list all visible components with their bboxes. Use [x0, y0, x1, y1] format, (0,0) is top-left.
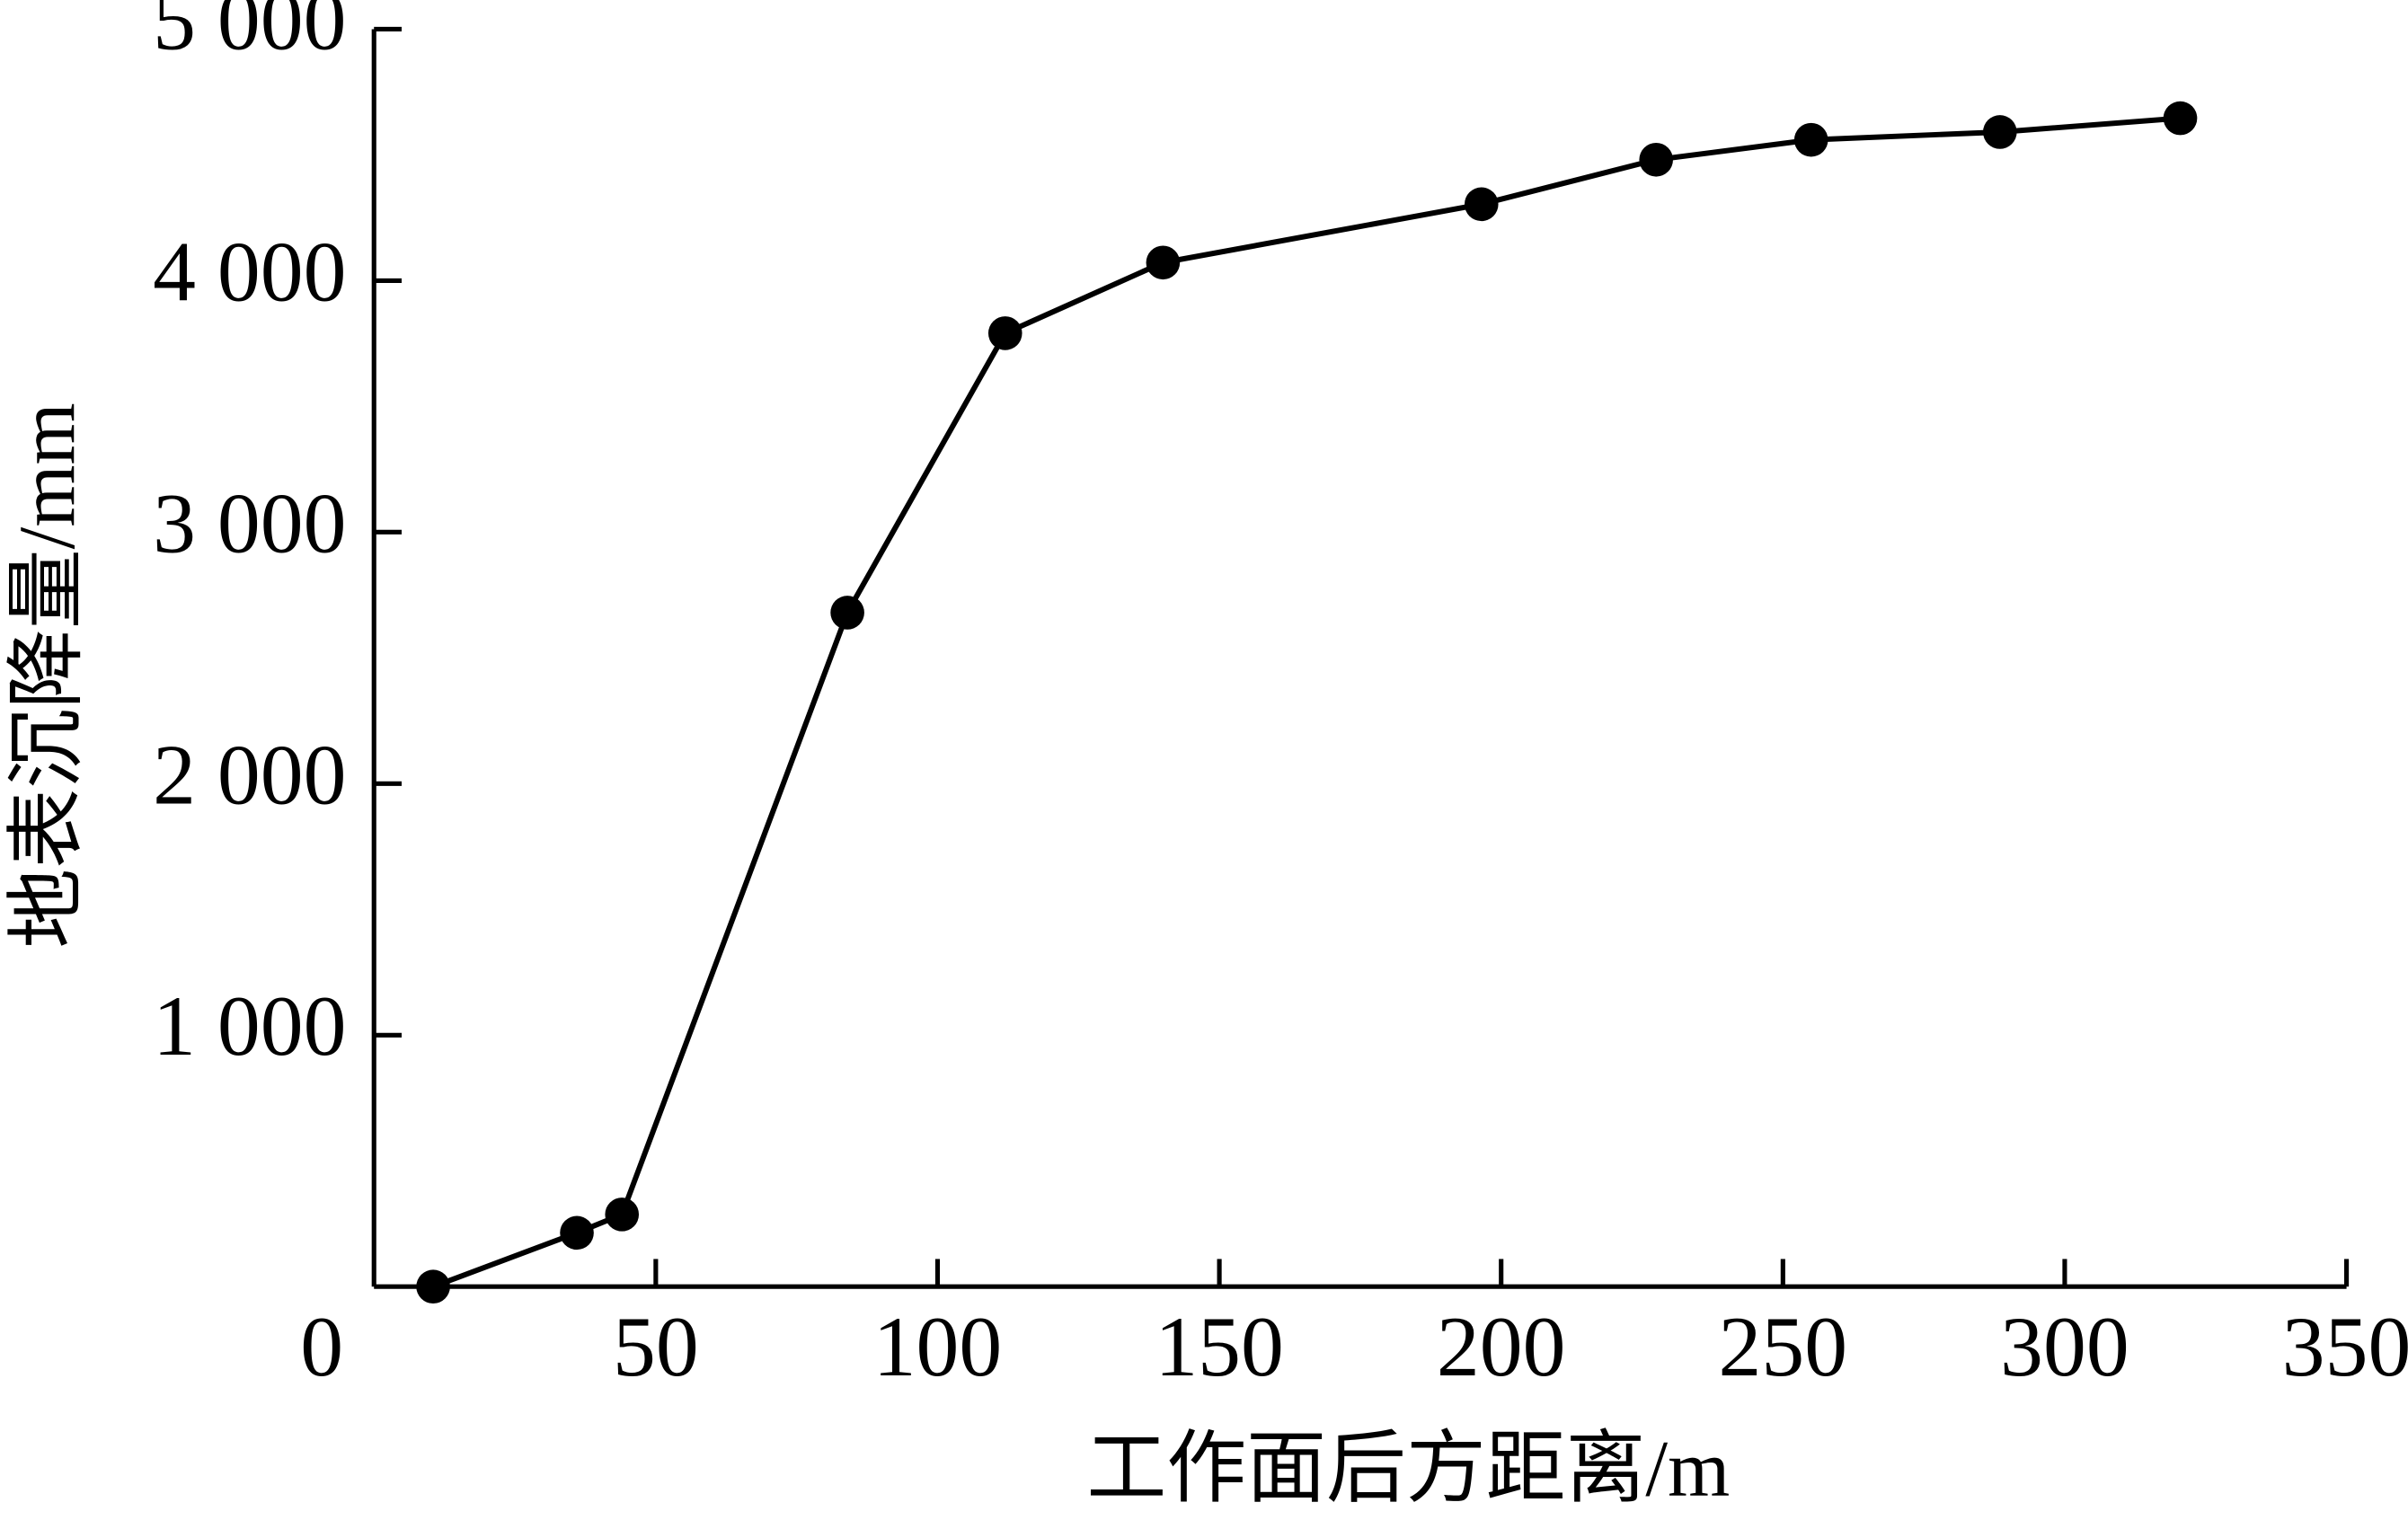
x-tick-label: 200	[1437, 1299, 1566, 1394]
y-tick-label: 4 000	[153, 224, 346, 319]
x-tick-label: 150	[1155, 1299, 1284, 1394]
data-point	[605, 1197, 640, 1232]
x-tick-label: 350	[2282, 1299, 2408, 1394]
data-point	[1639, 142, 1673, 177]
y-tick-label: 1 000	[153, 978, 346, 1074]
y-tick-label: 3 000	[153, 475, 346, 570]
data-point	[1793, 122, 1828, 157]
data-point	[1983, 115, 2017, 149]
data-point	[830, 596, 864, 630]
x-tick-label: 50	[613, 1299, 699, 1394]
data-point	[2163, 101, 2198, 136]
x-tick-label: 0	[300, 1299, 343, 1394]
x-tick-label: 250	[1719, 1299, 1848, 1394]
data-point	[987, 316, 1023, 350]
data-point	[416, 1269, 450, 1304]
x-tick-label: 100	[873, 1299, 1003, 1394]
x-tick-label: 300	[2000, 1299, 2129, 1394]
y-tick-label: 5 000	[153, 0, 346, 67]
series-line	[432, 115, 2181, 1290]
data-point	[1146, 245, 1181, 280]
data-point	[560, 1215, 594, 1250]
x-axis-title: 工作面后方距离/m	[1086, 1426, 1730, 1514]
data-point	[1464, 187, 1499, 222]
y-tick-label: 2 000	[153, 727, 346, 822]
y-axis-title: 地表沉降量/mm	[4, 402, 92, 948]
